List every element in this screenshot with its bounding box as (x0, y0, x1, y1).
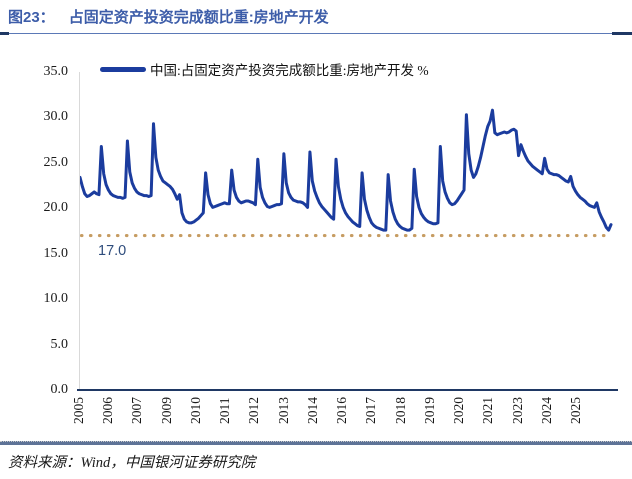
x-tick-label: 2013 (275, 397, 291, 424)
x-tick-label: 2019 (421, 397, 437, 424)
x-tick-label: 2007 (129, 397, 145, 424)
x-tick-label: 2005 (71, 397, 86, 424)
y-tick-label: 25.0 (43, 154, 69, 170)
plot-area (78, 72, 613, 390)
title-divider-line (0, 33, 632, 34)
y-tick-label: 20.0 (43, 200, 69, 216)
y-tick-label: 5.0 (50, 336, 69, 352)
x-tick-label: 2023 (509, 397, 525, 424)
title-divider-left-cap (0, 32, 9, 35)
chart-legend: 中国:占固定资产投资完成额比重:房地产开发 % (100, 60, 429, 78)
y-tick-label: 0.0 (50, 382, 69, 397)
legend-line-swatch (100, 66, 146, 72)
x-tick-label: 2006 (100, 397, 116, 424)
x-tick-label: 2025 (568, 397, 583, 424)
x-tick-label: 2024 (538, 397, 554, 424)
x-tick-label: 2020 (451, 397, 467, 424)
x-tick-label: 2011 (217, 397, 233, 425)
y-tick-label: 15.0 (43, 245, 69, 261)
footer-divider-line (0, 441, 632, 445)
x-tick-label: 2012 (246, 397, 262, 424)
line-chart-canvas (78, 108, 613, 238)
chart-title: 图23： 占固定资产投资完成额比重:房地产开发 (8, 6, 624, 30)
x-tick-label: 2010 (187, 397, 203, 424)
legend-label: 中国:占固定资产投资完成额比重:房地产开发 % (150, 63, 429, 78)
figure-title-text: 占固定资产投资完成额比重:房地产开发 (68, 9, 329, 26)
title-divider-right-cap (612, 32, 632, 35)
x-axis-line (77, 389, 618, 391)
figure-number-label: 图23： (8, 9, 55, 26)
series-line (78, 108, 613, 232)
x-tick-label: 2018 (392, 397, 408, 424)
y-tick-label: 35.0 (43, 64, 69, 79)
reference-line-value-label: 17.0 (98, 243, 127, 259)
x-tick-label: 2016 (334, 397, 350, 424)
y-tick-label: 10.0 (43, 291, 69, 307)
y-tick-label: 30.0 (43, 109, 69, 125)
x-tick-label: 2017 (363, 397, 379, 424)
data-source-note: 资料来源：Wind，中国银河证券研究院 (8, 455, 256, 471)
x-tick-label: 2014 (304, 397, 320, 424)
x-tick-label: 2009 (158, 397, 174, 424)
x-tick-label: 2021 (480, 397, 496, 424)
